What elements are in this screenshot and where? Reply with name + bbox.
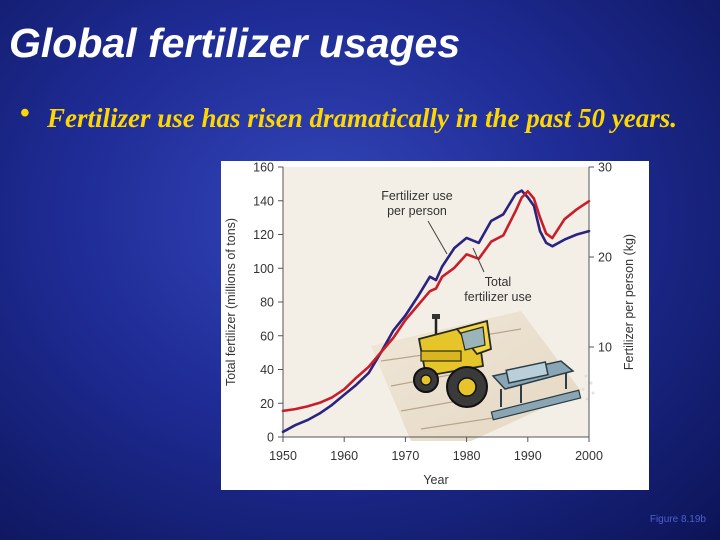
y-tick-label: 160 [253, 161, 274, 175]
y2-tick-label: 20 [598, 251, 612, 265]
tractor-illustration [371, 311, 595, 441]
y2-tick-label: 10 [598, 341, 612, 355]
y-axis-label: Total fertilizer (millions of tons) [224, 218, 238, 386]
x-tick-label: 1960 [330, 449, 358, 463]
x-axis-label: Year [423, 473, 448, 487]
annotation-pointer-per-person [427, 220, 448, 255]
annotation-total-line1: Total [485, 275, 511, 289]
annotation-pointer-total [472, 247, 485, 273]
annotation-per-person-line1: Fertilizer use [381, 189, 453, 203]
y-tick-label: 80 [260, 296, 274, 310]
y2-tick-label: 30 [598, 161, 612, 175]
x-tick-label: 1990 [514, 449, 542, 463]
x-tick-label: 1980 [453, 449, 481, 463]
y-tick-label: 100 [253, 262, 274, 276]
y-tick-label: 60 [260, 329, 274, 343]
x-tick-label: 1950 [269, 449, 297, 463]
x-tick-label: 1970 [391, 449, 419, 463]
figure-caption: Figure 8.19b [649, 514, 706, 525]
series-line-total [281, 189, 591, 434]
figure-panel: 0 20 40 60 80 100 120 140 160 10 20 30 1950 1960 1970 1… [221, 161, 649, 490]
fertilizer-chart: 0 20 40 60 80 100 120 140 160 10 20 30 1950 1960 1970 1… [224, 161, 636, 487]
y-tick-label: 140 [253, 194, 274, 208]
series-line-per-person [281, 189, 591, 413]
y-tick-label: 20 [260, 397, 274, 411]
slide-title: Global fertilizer usages [9, 20, 461, 66]
bullet-text: Fertilizer use has risen dramatically in… [47, 103, 678, 133]
annotation-total-line2: fertilizer use [464, 290, 531, 304]
y-tick-label: 0 [267, 431, 274, 445]
y-tick-label: 120 [253, 228, 274, 242]
y2-axis-label: Fertilizer per person (kg) [622, 234, 636, 370]
y-tick-label: 40 [260, 363, 274, 377]
x-tick-label: 2000 [575, 449, 603, 463]
annotation-per-person-line2: per person [387, 204, 447, 218]
bullet-dot-icon: • [20, 98, 30, 129]
